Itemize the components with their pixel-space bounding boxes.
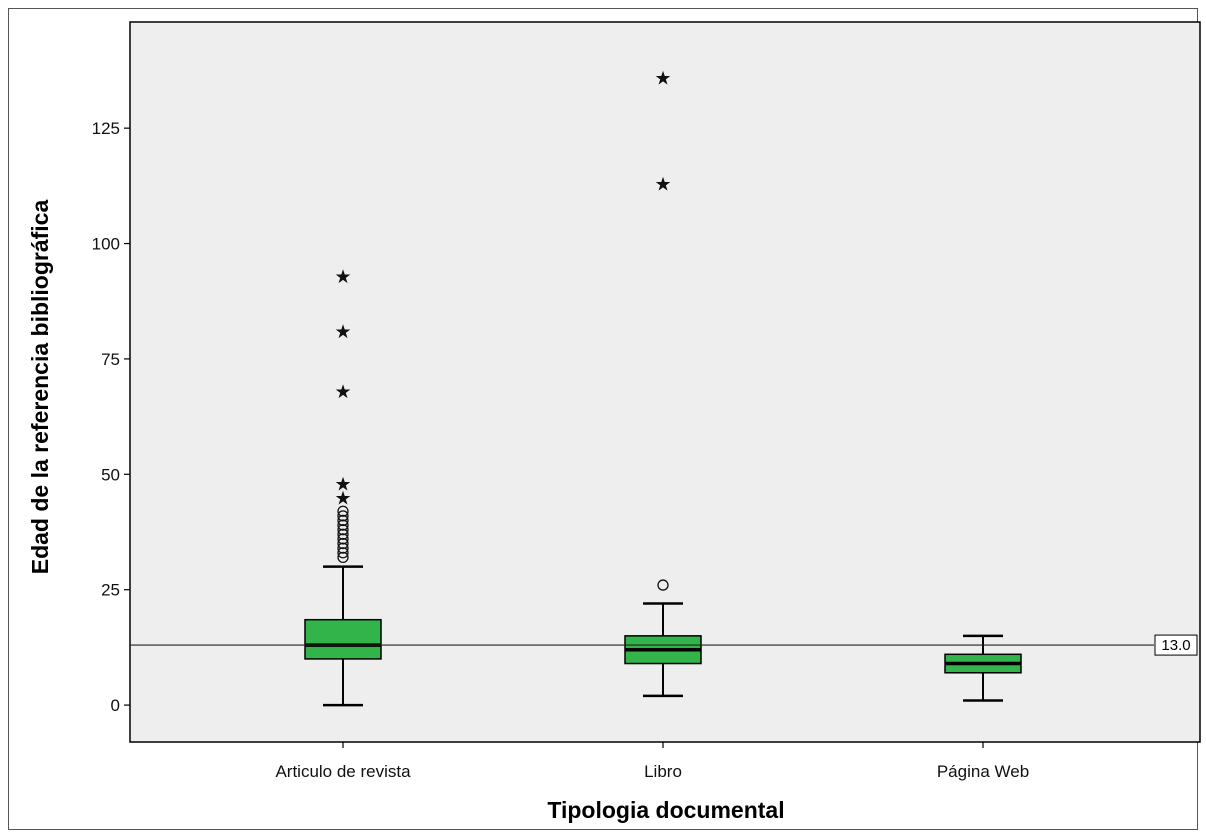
outlier-circle xyxy=(337,510,349,522)
x-tick-label: Libro xyxy=(644,762,682,781)
outlier-circle xyxy=(337,542,349,554)
outlier-circle xyxy=(337,537,349,550)
y-tick-label: 50 xyxy=(101,465,120,484)
outlier-star: ★ xyxy=(334,381,351,403)
y-axis-title: Edad de la referencia bibliográfica xyxy=(27,200,53,575)
outlier-circle xyxy=(337,519,349,531)
outlier-star: ★ xyxy=(334,266,351,288)
outlier-circle xyxy=(337,505,349,517)
outlier-star: ★ xyxy=(654,67,671,89)
outlier-circle xyxy=(337,551,349,564)
outlier-star: ★ xyxy=(334,474,351,496)
outlier-circle xyxy=(337,514,349,527)
x-tick-label: Articulo de revista xyxy=(275,762,411,781)
y-tick-label: 100 xyxy=(92,235,120,254)
x-axis-title: Tipologia documental xyxy=(547,797,784,823)
x-tick-label: Página Web xyxy=(937,762,1029,781)
outlier-circle xyxy=(337,547,349,559)
plot-area xyxy=(129,21,1201,743)
outlier-star: ★ xyxy=(654,174,671,196)
box-iqr xyxy=(304,618,382,660)
outlier-star: ★ xyxy=(334,321,351,343)
outlier-circle xyxy=(657,579,669,591)
outlier-circle xyxy=(337,524,349,536)
y-tick-label: 125 xyxy=(92,119,120,138)
reference-label: 13.0 xyxy=(1161,637,1190,654)
reference-label-box xyxy=(1154,634,1198,656)
outlier-star: ★ xyxy=(334,487,351,509)
y-tick-label: 0 xyxy=(111,696,120,715)
y-tick-label: 25 xyxy=(101,581,120,600)
y-tick-label: 75 xyxy=(101,350,120,369)
outlier-circle xyxy=(337,528,349,540)
outlier-circle xyxy=(337,533,349,545)
